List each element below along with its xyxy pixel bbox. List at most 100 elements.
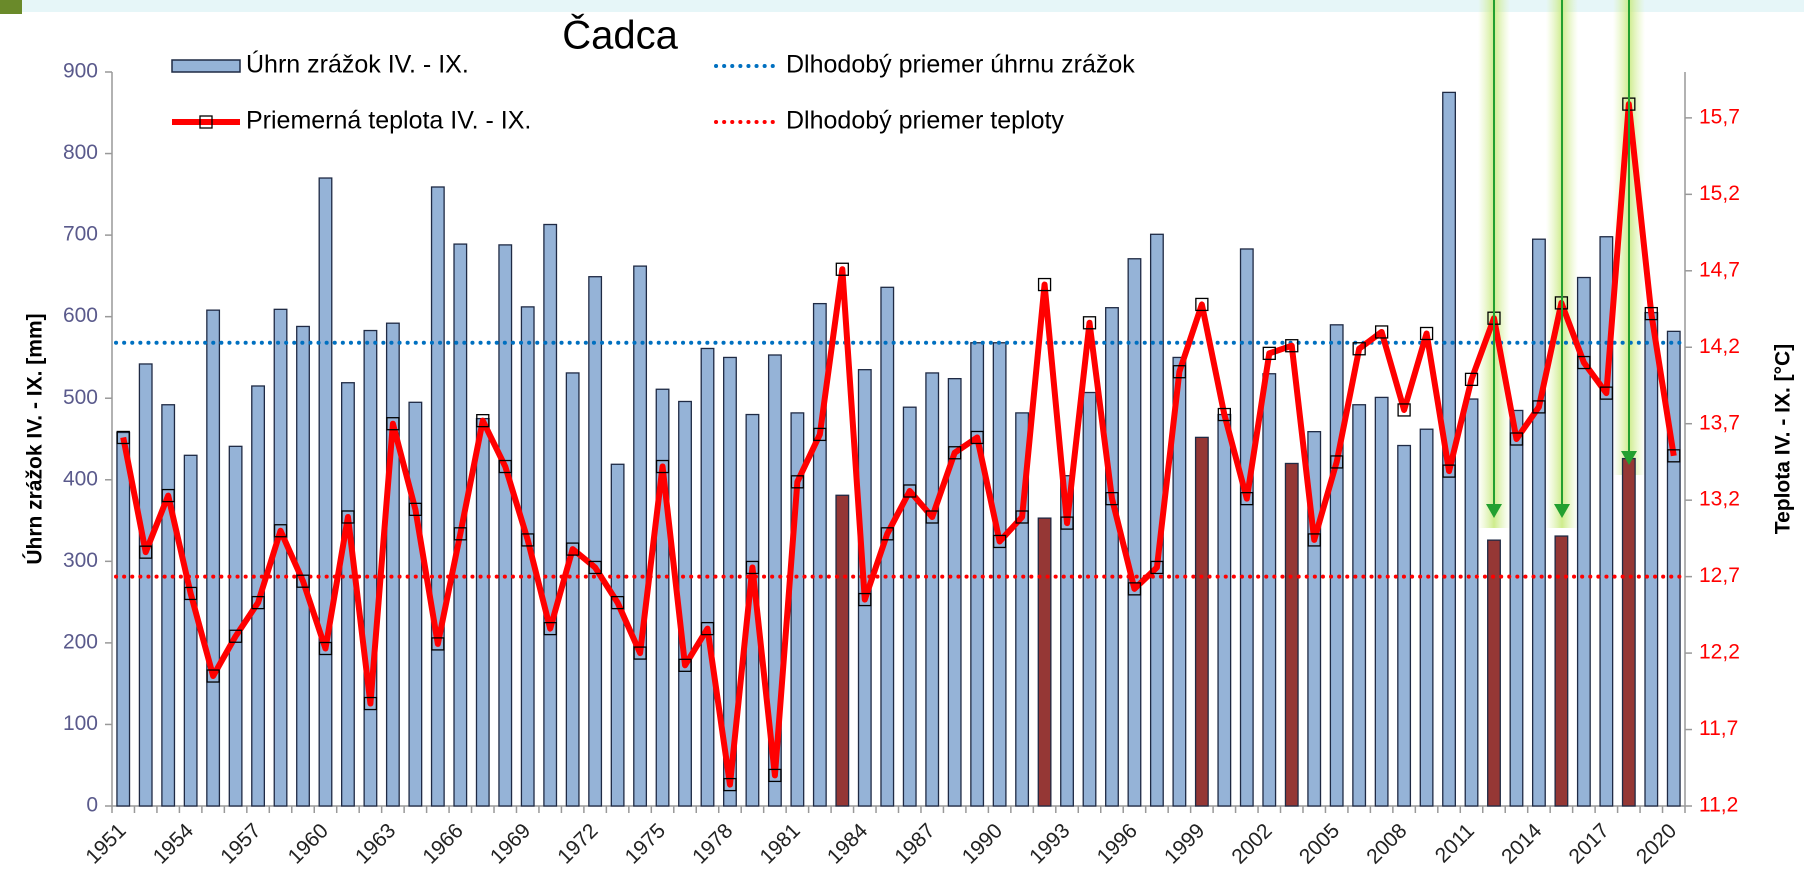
y-tick-label: 300 bbox=[63, 549, 98, 572]
temperature-marker bbox=[768, 768, 782, 783]
temperature-marker bbox=[341, 510, 355, 524]
legend-label: Dlhodobý priemer teploty bbox=[786, 107, 1064, 135]
bar bbox=[1644, 311, 1659, 807]
y2-tick-label: 11,2 bbox=[1699, 794, 1738, 817]
legend-entry: Dlhodobý priemer teploty bbox=[714, 107, 1064, 135]
temperature-marker bbox=[790, 475, 805, 489]
bar bbox=[498, 244, 513, 807]
corner-mark bbox=[0, 0, 22, 14]
annotation-arrowhead bbox=[1486, 504, 1502, 518]
bar bbox=[970, 342, 985, 807]
temperature-marker bbox=[992, 534, 1007, 549]
legend-label: Priemerná teplota IV. - IX. bbox=[246, 107, 531, 135]
bar bbox=[565, 372, 580, 807]
bar bbox=[1509, 409, 1524, 807]
x-tick-label: 1996 bbox=[1093, 819, 1142, 868]
temperature-marker bbox=[1667, 449, 1681, 463]
bar bbox=[902, 406, 917, 807]
legend-marker bbox=[199, 115, 213, 129]
bar bbox=[610, 463, 625, 807]
temperature-marker bbox=[1150, 560, 1164, 575]
y-tick-label: 500 bbox=[63, 386, 98, 409]
temperature-marker bbox=[408, 502, 423, 516]
temperature-marker bbox=[610, 595, 625, 610]
temperature-marker bbox=[1195, 297, 1209, 312]
bar bbox=[1464, 398, 1479, 807]
y2-tick-label: 13,2 bbox=[1699, 488, 1740, 511]
bar bbox=[1531, 238, 1546, 807]
temperature-marker bbox=[723, 777, 737, 792]
x-tick-label: 1972 bbox=[553, 819, 602, 868]
x-tick-label: 1957 bbox=[216, 819, 265, 868]
bar bbox=[430, 186, 445, 807]
temperature-marker bbox=[678, 658, 692, 672]
temperature-marker bbox=[1172, 365, 1187, 379]
temperature-marker bbox=[116, 430, 130, 445]
x-tick-label: 1963 bbox=[351, 819, 400, 868]
legend-label: Dlhodobý priemer úhrnu zrážok bbox=[786, 51, 1135, 79]
top-strip bbox=[0, 0, 1804, 12]
temperature-marker bbox=[273, 524, 288, 538]
bar bbox=[723, 356, 737, 807]
temperature-marker bbox=[476, 413, 490, 428]
chart-title: Čadca bbox=[562, 13, 678, 58]
temperature-marker bbox=[1015, 510, 1029, 524]
y2-tick-label: 12,7 bbox=[1699, 564, 1740, 587]
temperature-marker bbox=[858, 592, 872, 607]
temperature-marker bbox=[1285, 339, 1299, 353]
temperature-marker bbox=[251, 595, 265, 610]
temperature-marker bbox=[1105, 491, 1119, 506]
temperature-marker bbox=[1442, 464, 1456, 478]
legend-entry: Dlhodobý priemer úhrnu zrážok bbox=[714, 51, 1135, 79]
x-tick-label: 1960 bbox=[284, 819, 333, 868]
temperature-marker bbox=[1082, 316, 1097, 330]
temperature-marker bbox=[566, 542, 580, 556]
bar bbox=[1105, 307, 1119, 807]
legend-entry: Priemerná teplota IV. - IX. bbox=[172, 107, 531, 135]
x-tick-label: 1993 bbox=[1025, 819, 1074, 868]
y-tick-label: 600 bbox=[63, 304, 98, 327]
y2-tick-label: 14,2 bbox=[1699, 335, 1740, 358]
temperature-marker bbox=[700, 621, 715, 636]
x-tick-label: 1969 bbox=[486, 819, 535, 868]
bar bbox=[1284, 462, 1299, 807]
temperature-marker bbox=[1352, 342, 1366, 356]
bar bbox=[341, 382, 355, 807]
temperature-marker bbox=[453, 527, 467, 541]
bar bbox=[1262, 373, 1277, 807]
bar bbox=[385, 322, 400, 807]
temperature-marker bbox=[1374, 325, 1389, 339]
bar bbox=[1374, 396, 1389, 807]
temperature-marker bbox=[948, 446, 962, 460]
temperature-marker bbox=[1599, 386, 1613, 400]
bar bbox=[1082, 391, 1097, 807]
bar bbox=[588, 276, 603, 807]
y2-tick-label: 15,7 bbox=[1699, 105, 1740, 128]
y2-axis-label: Teplota IV. - IX. [°C] bbox=[1772, 344, 1795, 534]
x-tick-label: 2005 bbox=[1295, 819, 1344, 868]
temperature-marker bbox=[1037, 277, 1052, 292]
temperature-marker bbox=[633, 646, 647, 660]
bar bbox=[116, 431, 131, 807]
temperature-marker bbox=[296, 574, 310, 588]
temperature-marker bbox=[1419, 326, 1434, 341]
temperature-marker bbox=[363, 696, 378, 711]
bar bbox=[1419, 428, 1434, 807]
bar bbox=[1172, 356, 1187, 807]
temperature-marker bbox=[1532, 400, 1546, 414]
bar bbox=[1127, 258, 1142, 807]
temperature-marker bbox=[498, 459, 512, 474]
temperature-marker bbox=[521, 533, 535, 547]
temperature-marker bbox=[386, 417, 400, 431]
temperature-marker bbox=[970, 430, 984, 445]
x-tick-label: 2011 bbox=[1431, 819, 1479, 867]
y-tick-label: 900 bbox=[63, 60, 98, 83]
bar bbox=[1217, 413, 1232, 807]
bar bbox=[1037, 517, 1052, 807]
temperature-marker bbox=[228, 629, 243, 643]
y2-tick-label: 11,7 bbox=[1699, 717, 1738, 740]
legend-swatch bbox=[171, 59, 241, 73]
bar bbox=[543, 223, 558, 807]
